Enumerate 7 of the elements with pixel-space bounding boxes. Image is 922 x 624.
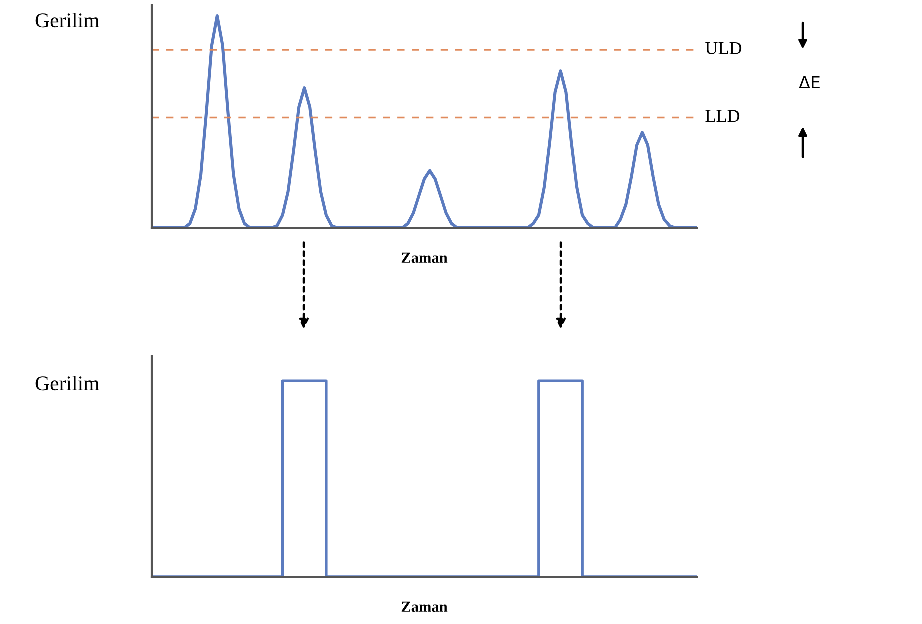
ref-line-label: LLD <box>706 110 740 122</box>
x-axis-title: Zaman <box>402 602 448 612</box>
y-axis-title: Gerilim <box>36 376 100 391</box>
x-axis-title: Zaman <box>402 252 448 264</box>
ref-line-label: ULD <box>706 42 742 54</box>
y-axis-title: Gerilim <box>36 13 100 28</box>
text: ΔE <box>799 76 820 88</box>
